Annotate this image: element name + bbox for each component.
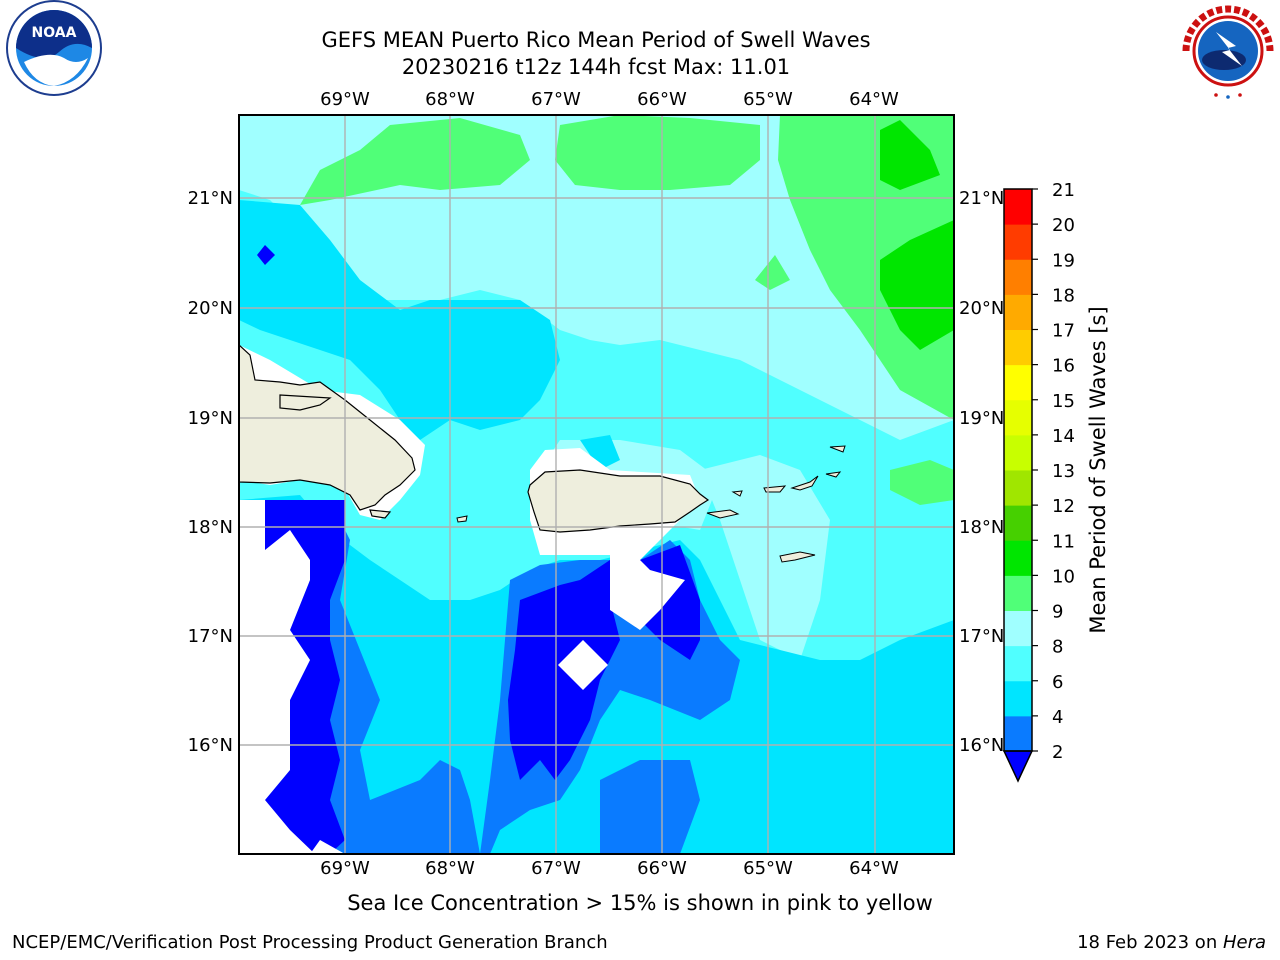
sea-ice-note: Sea Ice Concentration > 15% is shown in … [347,891,933,915]
colorbar-frame [1003,188,1033,752]
colorbar: 2 4 6 8 9 10 11 12 13 14 15 16 17 18 19 20 21 [1002,180,1075,783]
colorbar-tick-label: 2 [1052,742,1063,763]
lat-label: 21°N [188,188,233,209]
bottom-lon-labels: 69°W 68°W 67°W 66°W 65°W 64°W [320,858,899,879]
noaa-logo: NOAA [4,0,104,104]
lon-label: 68°W [425,858,475,879]
colorbar-segment [1004,470,1032,506]
lon-label: 66°W [637,89,687,110]
lat-label: 16°N [188,735,233,756]
footer-date: 18 Feb 2023 on Hera [1077,932,1266,953]
footer-credit: NCEP/EMC/Verification Post Processing Pr… [12,932,608,953]
colorbar-tick-label: 16 [1052,356,1075,377]
colorbar-tick-label: 10 [1052,566,1075,587]
colorbar-tick-label: 20 [1052,215,1075,236]
colorbar-tick-label: 8 [1052,637,1063,658]
colorbar-segment [1004,224,1032,260]
colorbar-segment [1004,505,1032,541]
svg-text:NOAA: NOAA [32,25,77,41]
lon-label: 68°W [425,89,475,110]
map-frame [238,114,955,855]
lon-label: 64°W [849,89,899,110]
footer-date-text: 18 Feb 2023 on [1077,932,1223,953]
lat-label: 18°N [959,517,1004,538]
colorbar-label: Mean Period of Swell Waves [s] [1086,306,1110,633]
colorbar-segment [1004,364,1032,401]
left-lat-labels: 21°N 20°N 19°N 18°N 17°N 16°N [188,188,233,756]
colorbar-segment [1004,540,1032,576]
graticule [239,115,954,854]
footer-machine: Hera [1222,932,1266,953]
lon-label: 65°W [743,89,793,110]
colorbar-tick-label: 12 [1052,496,1075,517]
lat-label: 16°N [959,735,1004,756]
lat-label: 18°N [188,517,233,538]
colorbar-tick-label: 4 [1052,707,1063,728]
lat-label: 21°N [959,188,1004,209]
colorbar-tick-label: 13 [1052,461,1075,482]
colorbar-tick-label: 15 [1052,391,1075,412]
lat-label: 19°N [188,408,233,429]
colorbar-tick-label: 6 [1052,672,1063,693]
colorbar-segment [1004,715,1032,752]
nws-logo [1176,2,1280,106]
colorbar-tick-label: 19 [1052,250,1075,271]
colorbar-segment [1004,399,1032,436]
lon-label: 66°W [637,858,687,879]
lon-label: 69°W [320,858,370,879]
right-lat-labels: 21°N 20°N 19°N 18°N 17°N 16°N [959,188,1004,756]
colorbar-tick-label: 21 [1052,180,1075,201]
colorbar-segment [1004,610,1032,647]
lon-label: 67°W [531,858,581,879]
colorbar-tick-label: 14 [1052,426,1075,447]
map-title: GEFS MEAN Puerto Rico Mean Period of Swe… [321,28,871,52]
lon-label: 69°W [320,89,370,110]
lat-label: 17°N [188,626,233,647]
colorbar-segment [1004,294,1032,330]
lon-label: 67°W [531,89,581,110]
colorbar-tick-label: 17 [1052,321,1075,342]
lat-label: 19°N [959,408,1004,429]
lon-label: 65°W [743,858,793,879]
lat-label: 20°N [188,298,233,319]
colorbar-extend-triangle [1002,750,1034,783]
map-subtitle: 20230216 t12z 144h fcst Max: 11.01 [401,55,791,79]
colorbar-segment [1004,575,1032,611]
colorbar-tick-label: 9 [1052,602,1063,623]
lon-label: 64°W [849,858,899,879]
lat-label: 17°N [959,626,1004,647]
colorbar-segment [1004,680,1032,717]
colorbar-tick-label: 18 [1052,285,1075,306]
colorbar-segment [1004,259,1032,295]
colorbar-segment [1004,189,1032,225]
colorbar-segment [1004,434,1032,471]
contour-field [239,115,954,854]
top-lon-labels: 69°W 68°W 67°W 66°W 65°W 64°W [320,89,899,110]
colorbar-segment [1004,645,1032,682]
colorbar-tick-label: 11 [1052,531,1075,552]
colorbar-segment [1004,329,1032,366]
lat-label: 20°N [959,298,1004,319]
